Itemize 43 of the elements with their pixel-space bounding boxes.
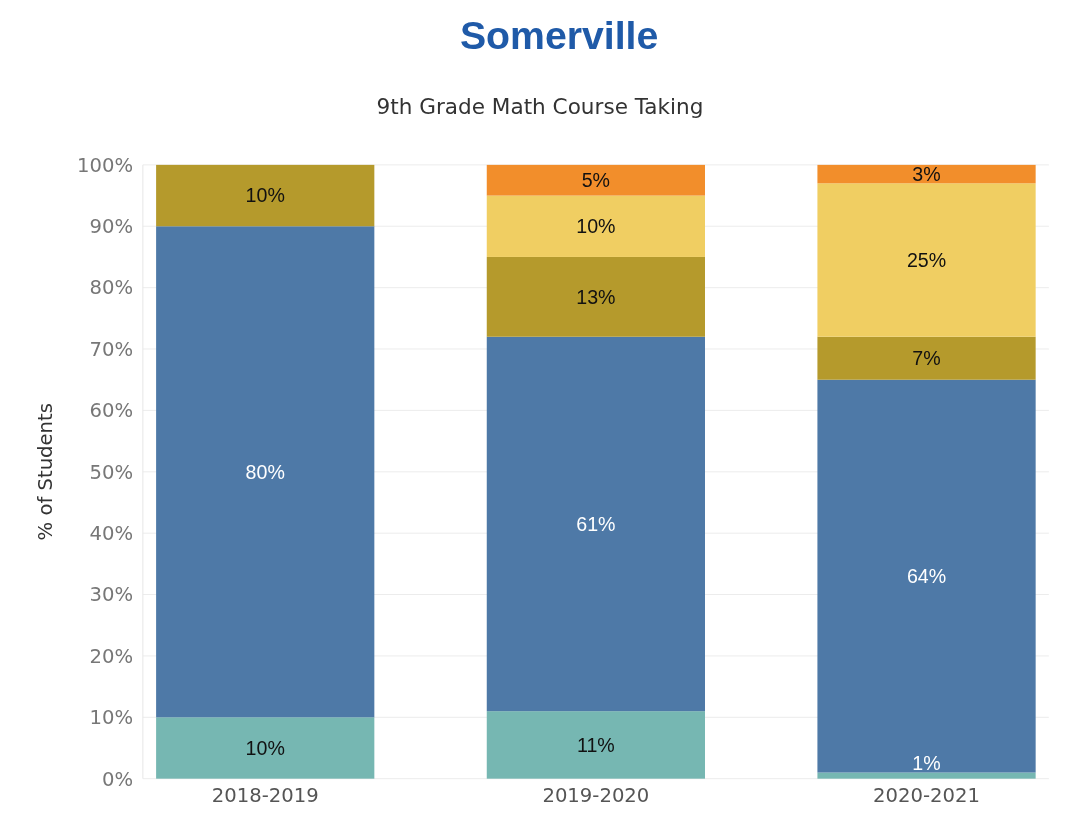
bar bbox=[486, 711, 705, 779]
chart-subtitle: 9th Grade Math Course Taking bbox=[376, 93, 704, 119]
y-tick-label: 30% bbox=[89, 583, 134, 607]
chart-title: Somerville bbox=[459, 13, 659, 58]
x-tick-label: 2020-2021 bbox=[873, 784, 980, 808]
data-label: 5% bbox=[581, 169, 611, 192]
y-tick-label: 0% bbox=[101, 767, 134, 791]
data-label: 11% bbox=[576, 733, 615, 756]
y-axis-title: % of Students bbox=[33, 403, 57, 541]
data-label: 10% bbox=[245, 736, 285, 759]
bar bbox=[486, 336, 705, 712]
bar bbox=[817, 336, 1036, 380]
bar bbox=[486, 256, 705, 337]
bar bbox=[486, 195, 705, 257]
data-label: 13% bbox=[576, 285, 616, 308]
y-tick-label: 70% bbox=[89, 337, 134, 361]
data-label: 1% bbox=[912, 751, 941, 774]
y-tick-label: 100% bbox=[77, 153, 134, 177]
y-tick-label: 10% bbox=[89, 706, 134, 730]
x-tick-label: 2018-2019 bbox=[211, 784, 319, 808]
data-label: 64% bbox=[906, 564, 947, 587]
bar bbox=[817, 164, 1036, 184]
y-tick-label: 80% bbox=[89, 276, 134, 300]
y-tick-label: 40% bbox=[89, 522, 134, 546]
x-tick-label: 2019-2020 bbox=[542, 784, 650, 808]
bar bbox=[156, 717, 375, 779]
y-tick-label: 60% bbox=[89, 399, 134, 423]
bar bbox=[817, 183, 1036, 337]
data-label: 10% bbox=[245, 184, 285, 207]
data-label: 10% bbox=[576, 215, 616, 238]
data-label: 61% bbox=[576, 512, 616, 535]
bar bbox=[156, 164, 375, 227]
data-label: 3% bbox=[912, 162, 941, 185]
bar bbox=[486, 164, 705, 196]
bar bbox=[817, 772, 1036, 779]
data-label: 7% bbox=[912, 347, 941, 370]
bar bbox=[156, 226, 375, 718]
bar bbox=[817, 379, 1036, 773]
data-label: 25% bbox=[906, 248, 947, 271]
data-label: 80% bbox=[245, 460, 285, 483]
y-tick-label: 50% bbox=[89, 460, 134, 484]
y-tick-label: 90% bbox=[89, 215, 134, 239]
y-tick-label: 20% bbox=[89, 644, 134, 668]
